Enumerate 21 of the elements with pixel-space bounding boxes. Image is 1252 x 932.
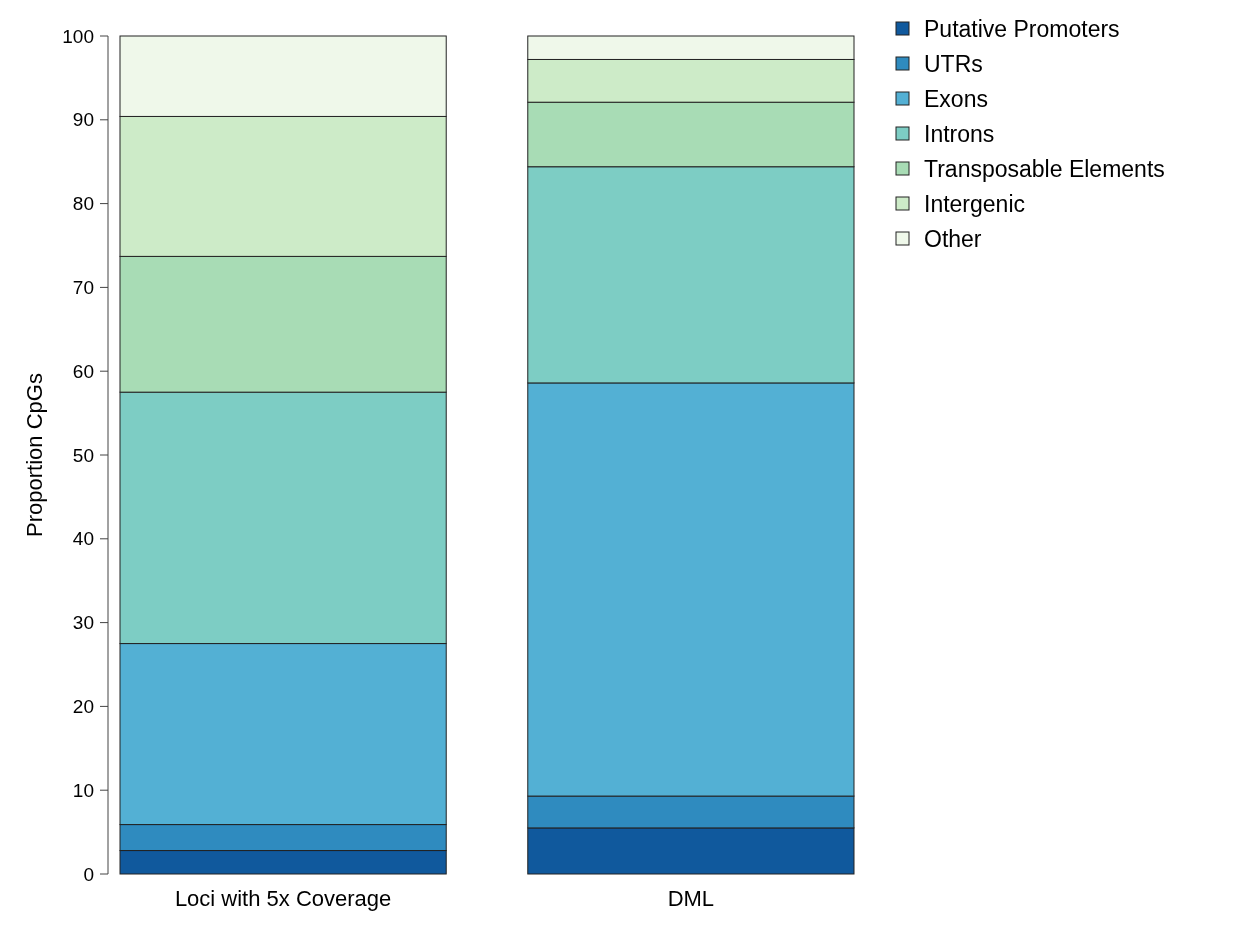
legend-label: Intergenic xyxy=(924,191,1026,218)
y-tick-label: 70 xyxy=(72,277,94,299)
legend-label: Introns xyxy=(924,121,995,148)
x-tick-label: DML xyxy=(667,886,715,911)
y-tick-label: 50 xyxy=(72,444,94,466)
y-tick-label: 100 xyxy=(62,25,94,47)
y-tick-label: 40 xyxy=(72,528,94,550)
legend-label: Transposable Elements xyxy=(924,156,1165,183)
y-tick-label: 90 xyxy=(72,109,94,131)
y-tick-label: 20 xyxy=(72,696,94,718)
legend-label: Putative Promoters xyxy=(924,16,1120,43)
y-tick-label: 60 xyxy=(72,360,94,382)
y-tick-label: 30 xyxy=(72,612,94,634)
y-tick-label: 0 xyxy=(83,863,94,885)
legend-label: Other xyxy=(924,226,982,253)
x-tick-label: Loci with 5x Coverage xyxy=(174,886,392,911)
legend-label: UTRs xyxy=(924,51,983,78)
legend-label: Exons xyxy=(924,86,988,113)
y-tick-label: 80 xyxy=(72,193,94,215)
y-tick-label: 10 xyxy=(72,779,94,801)
y-axis-title: Proportion CpGs xyxy=(22,373,47,537)
